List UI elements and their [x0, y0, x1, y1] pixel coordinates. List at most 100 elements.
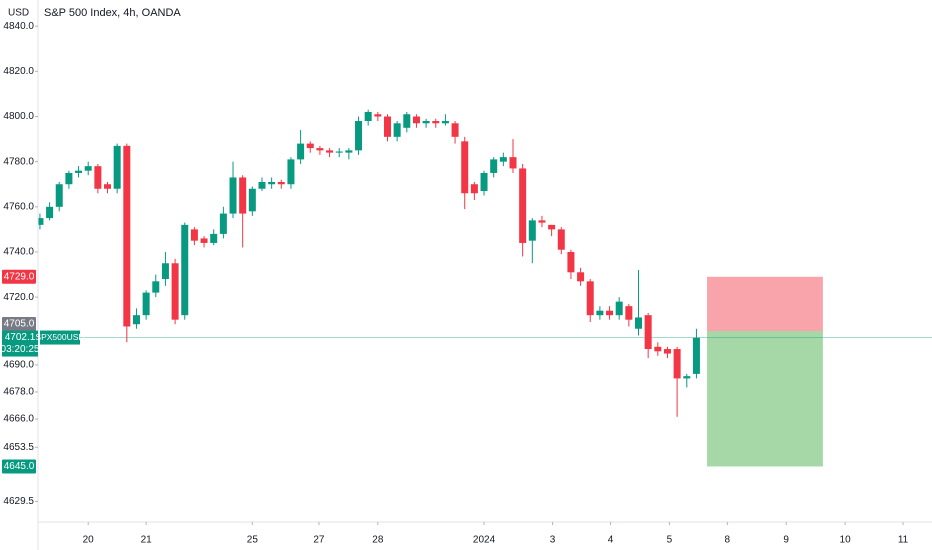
candle-body [519, 168, 527, 243]
x-tick-label: 28 [372, 535, 384, 546]
candle-body [132, 315, 140, 325]
candle-body [499, 157, 507, 162]
y-tick-label: 4690.0 [3, 359, 34, 370]
y-tick-label: 4666.0 [3, 414, 34, 425]
candle-body [104, 184, 112, 189]
candle-body [297, 143, 305, 160]
y-tick-label: 4800.0 [3, 111, 34, 122]
candle-body [615, 301, 623, 316]
candle-body [345, 150, 353, 153]
candle-body [326, 150, 334, 153]
currency-label: USD [8, 8, 29, 19]
candle-body [181, 224, 189, 316]
candle-body [171, 263, 179, 320]
entry-badge: 4705.0 [4, 319, 35, 330]
x-tick-label: 25 [247, 535, 259, 546]
candle-body [596, 310, 604, 316]
candle-body [123, 145, 131, 327]
candle-body [577, 272, 585, 282]
candle-body [663, 349, 671, 354]
candle-body [432, 121, 440, 124]
x-tick-label: 3 [550, 535, 556, 546]
candle-body [75, 170, 83, 173]
candle-body [113, 145, 121, 189]
candle-body [548, 224, 556, 230]
stop-badge: 4729.0 [4, 271, 35, 282]
y-tick-label: 4629.5 [3, 496, 34, 507]
candle-body [210, 233, 218, 243]
x-tick-label: 2024 [473, 535, 496, 546]
x-tick-label: 20 [83, 535, 95, 546]
candle-body [94, 166, 102, 189]
candle-body [528, 220, 536, 241]
candle-body [355, 121, 363, 151]
candle-body [606, 310, 614, 316]
x-tick-label: 9 [783, 535, 789, 546]
candle-body [364, 111, 372, 122]
target-badge-bg [2, 459, 36, 474]
header-bg [0, 0, 36, 22]
candle-body [635, 317, 643, 329]
candle-body [586, 281, 594, 316]
candle-body [268, 181, 276, 185]
candle-body [316, 148, 324, 151]
candle-body [306, 143, 314, 149]
candle-body [152, 281, 160, 293]
candle-body [509, 157, 517, 169]
candle-body [422, 121, 430, 124]
stop-badge-bg [2, 269, 36, 284]
candle-body [673, 349, 681, 379]
x-tick-label: 8 [725, 535, 731, 546]
candle-body [38, 218, 44, 225]
candle-body [393, 123, 401, 137]
candle-body [65, 172, 73, 185]
candle-body [229, 177, 237, 214]
y-tick-label: 4740.0 [3, 247, 34, 258]
symbol-label: SPX500USD [35, 332, 84, 342]
candle-body [190, 229, 198, 241]
y-tick-label: 4678.0 [3, 387, 34, 398]
candle-body [84, 166, 92, 171]
candle-body [441, 121, 449, 124]
y-tick-label: 4653.5 [3, 442, 34, 453]
y-tick-label: 4820.0 [3, 66, 34, 77]
y-tick-label: 4780.0 [3, 156, 34, 167]
candle-body [644, 315, 652, 350]
symbol-badge-bg [40, 330, 80, 345]
candle-body [219, 213, 227, 234]
candle-body [461, 141, 469, 194]
x-tick-label: 27 [313, 535, 325, 546]
y-tick-label: 4720.0 [3, 292, 34, 303]
chart-title: S&P 500 Index, 4h, OANDA [44, 7, 181, 19]
x-tick-label: 5 [667, 535, 673, 546]
candle-body [383, 116, 391, 137]
x-tick-label: 4 [608, 535, 614, 546]
candle-body [470, 184, 478, 194]
candle-body [46, 206, 54, 219]
y-tick-label: 4760.0 [3, 201, 34, 212]
candle-body [412, 116, 420, 124]
candle-body [374, 114, 382, 117]
candle-body [200, 238, 208, 243]
target-zone [707, 330, 823, 467]
candle-body [277, 181, 285, 185]
candle-body [480, 172, 488, 192]
candle-body [161, 263, 169, 280]
candle-body [683, 376, 691, 379]
candle-body [142, 292, 150, 316]
target-badge: 4645.0 [4, 461, 35, 472]
candle-body [239, 177, 247, 214]
current-badge-bg [2, 330, 38, 357]
countdown-label: 03:20:25 [1, 344, 40, 355]
candle-body [258, 181, 266, 189]
candle-body [451, 123, 459, 137]
current-price-label: 4702.1 [5, 332, 36, 343]
candle-body [557, 229, 565, 250]
candle-body [654, 346, 662, 352]
candle-body [403, 114, 411, 128]
candle-body [55, 184, 63, 207]
candle-body [287, 159, 295, 185]
y-tick-label: 4840.0 [3, 21, 34, 32]
candle-body [567, 251, 575, 273]
